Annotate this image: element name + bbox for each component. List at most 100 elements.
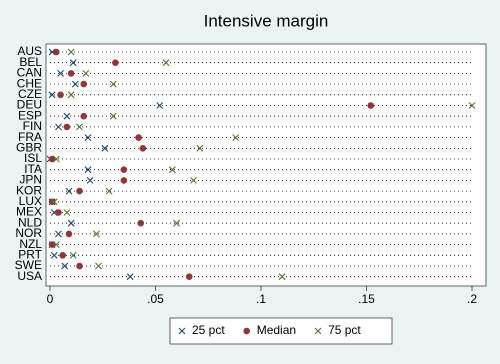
y-tick-label: JPN: [19, 173, 42, 187]
dot-marker: [67, 70, 75, 77]
x-stroke: [314, 327, 322, 335]
x-tick-label: .15: [358, 292, 375, 306]
x-marker: [126, 273, 134, 281]
x-marker: [50, 251, 58, 259]
x-marker: [63, 209, 71, 216]
y-tick-label: GBR: [16, 140, 42, 154]
x-stroke: [109, 80, 117, 88]
x-marker: [55, 230, 62, 238]
dot-marker: [139, 145, 147, 152]
x-marker: [69, 59, 77, 67]
x-marker: [196, 144, 204, 152]
legend-label: 75 pct: [328, 323, 361, 337]
x-marker: [76, 123, 83, 131]
dot-marker: [120, 166, 128, 173]
x-stroke: [69, 251, 77, 259]
x-stroke: [67, 219, 75, 227]
x-stroke: [50, 198, 58, 206]
y-tick-label: FIN: [23, 119, 42, 133]
x-marker: [232, 134, 240, 141]
y-tick-label: FRA: [18, 130, 42, 144]
x-marker: [84, 166, 92, 174]
x-marker: [95, 262, 102, 270]
y-tick-label: PRT: [18, 247, 42, 261]
x-stroke: [162, 59, 170, 67]
x-marker: [52, 155, 60, 163]
x-stroke: [190, 177, 197, 184]
x-marker: [101, 144, 109, 152]
y-tick-label: BEL: [19, 55, 42, 69]
y-tick-label: NOR: [15, 226, 42, 240]
x-marker: [162, 59, 170, 67]
x-marker: [314, 327, 322, 335]
x-stroke: [178, 327, 186, 335]
x-stroke: [109, 112, 117, 120]
y-tick-label: AUS: [17, 44, 42, 58]
dot-marker: [76, 187, 83, 195]
dot-marker: [53, 48, 60, 56]
dot-marker: [48, 241, 56, 248]
x-stroke: [55, 123, 62, 131]
x-tick-label: 0: [47, 292, 54, 306]
dot-marker: [48, 198, 56, 206]
legend-label: Median: [257, 323, 296, 337]
x-stroke: [63, 112, 71, 120]
x-marker: [84, 134, 92, 141]
x-stroke: [232, 134, 240, 141]
x-stroke: [101, 144, 109, 152]
x-stroke: [65, 187, 73, 195]
y-tick-label: LUX: [19, 194, 42, 208]
x-marker: [71, 80, 79, 88]
y-tick-label: NLD: [18, 215, 42, 229]
legend-box: [169, 317, 393, 345]
y-tick-label: ISL: [24, 151, 42, 165]
x-stroke: [63, 209, 71, 216]
dot-marker: [243, 327, 251, 335]
x-marker: [173, 219, 180, 227]
dot-marker: [76, 262, 83, 270]
y-tick-label: CHE: [17, 76, 42, 90]
x-stroke: [55, 230, 62, 238]
x-stroke: [69, 59, 77, 67]
x-stroke: [86, 177, 94, 184]
x-marker: [168, 166, 176, 174]
y-tick-label: KOR: [16, 183, 42, 197]
x-marker: [50, 198, 58, 206]
x-stroke: [156, 102, 164, 109]
x-marker: [82, 70, 90, 77]
x-marker: [105, 187, 113, 195]
dot-marker: [137, 219, 145, 227]
x-tick-label: .05: [147, 292, 164, 306]
x-stroke: [57, 70, 64, 77]
dot-marker: [120, 177, 128, 184]
dot-marker: [80, 80, 88, 88]
x-stroke: [61, 262, 69, 270]
chart-title: Intensive margin: [204, 11, 329, 30]
dot-marker: [48, 155, 56, 163]
y-tick-label: NZL: [19, 237, 42, 251]
x-stroke: [52, 155, 60, 163]
x-marker: [67, 48, 75, 56]
x-marker: [468, 102, 476, 109]
x-tick-label: .1: [256, 292, 266, 306]
dot-marker: [65, 230, 73, 238]
x-marker: [67, 219, 75, 227]
dot-marker: [63, 123, 71, 131]
x-stroke: [50, 251, 58, 259]
x-stroke: [168, 166, 176, 174]
x-stroke: [48, 91, 56, 99]
x-marker: [55, 123, 62, 131]
y-tick-label: ITA: [24, 162, 42, 176]
x-marker: [63, 112, 71, 120]
dot-marker: [80, 112, 88, 120]
x-marker: [57, 70, 64, 77]
dot-marker: [55, 209, 62, 216]
x-tick-label: .2: [467, 292, 477, 306]
y-tick-label: USA: [17, 269, 42, 283]
x-marker: [156, 102, 164, 109]
dot-marker: [185, 273, 193, 281]
x-marker: [61, 262, 69, 270]
dot-marker: [112, 59, 119, 66]
y-tick-label: MEX: [16, 205, 42, 219]
x-marker: [67, 91, 75, 99]
